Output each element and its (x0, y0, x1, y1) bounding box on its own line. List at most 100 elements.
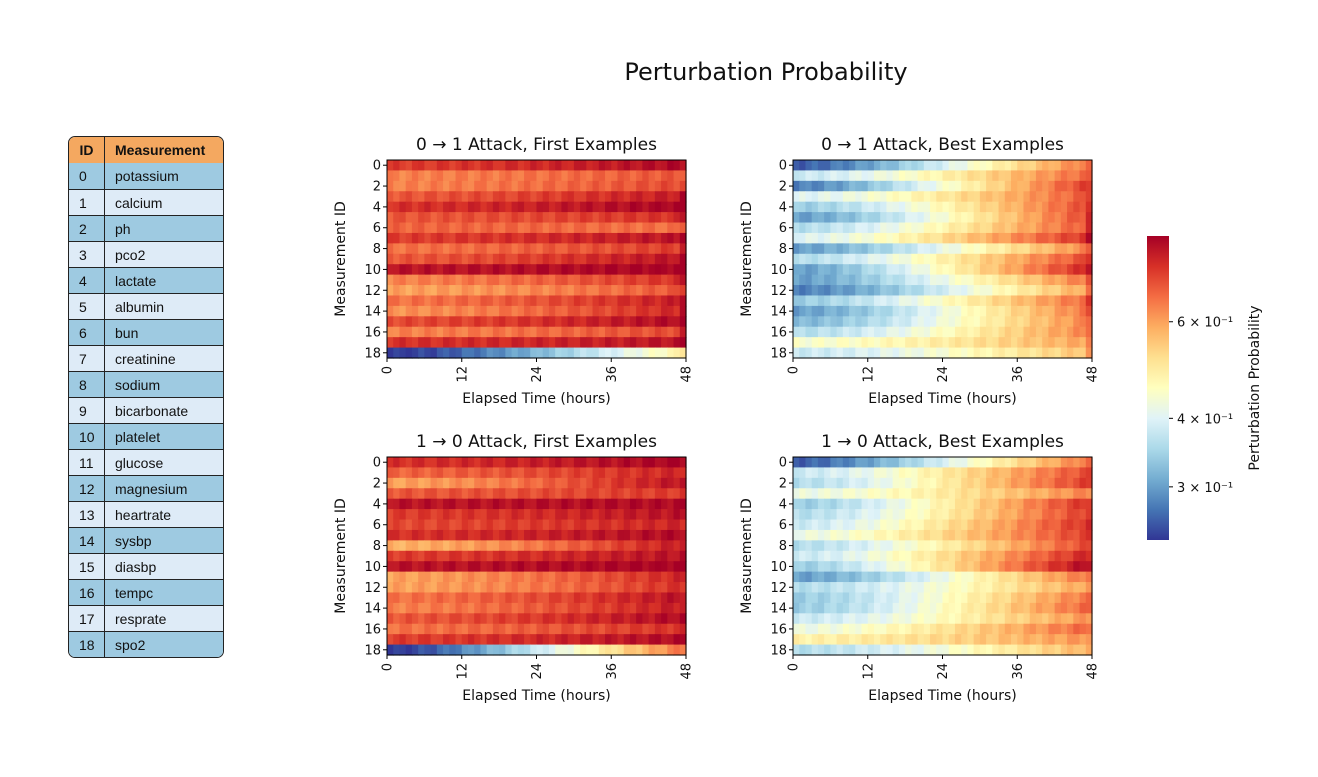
heatmap-cell (629, 212, 637, 224)
heatmap-cell (917, 285, 925, 297)
heatmap-cell (898, 613, 906, 625)
heatmap-cell (1079, 191, 1087, 203)
heatmap-cell (461, 305, 469, 317)
heatmap-cell (654, 571, 662, 583)
heatmap-cell (886, 467, 894, 479)
heatmap-cell (548, 613, 556, 625)
heatmap-cell (611, 477, 619, 489)
heatmap-cell (954, 561, 962, 573)
heatmap-cell (567, 191, 575, 203)
heatmap-cell (511, 201, 519, 213)
heatmap-cell (905, 222, 912, 234)
heatmap-cell (667, 644, 675, 656)
heatmap-cell (861, 509, 869, 521)
heatmap-cell (555, 498, 563, 510)
heatmap-cell (998, 212, 1006, 224)
heatmap-cell (499, 519, 506, 531)
heatmap-cell (973, 644, 981, 656)
heatmap-cell (954, 550, 962, 562)
heatmap-cell (923, 170, 931, 182)
heatmap-cell (393, 550, 401, 562)
heatmap-cell (1073, 285, 1081, 297)
heatmap-cell (561, 264, 569, 276)
heatmap-cell (673, 582, 681, 594)
heatmap-cell (418, 201, 425, 213)
heatmap-cell (405, 634, 413, 646)
heatmap-cell (793, 326, 800, 338)
heatmap-cell (611, 222, 619, 234)
heatmap-cell (1011, 623, 1018, 635)
heatmap-cell (1073, 571, 1081, 583)
heatmap-cell (830, 477, 838, 489)
heatmap-cell (505, 316, 513, 328)
heatmap-cell (467, 253, 475, 265)
heatmap-cell (930, 561, 937, 573)
heatmap-cell (555, 232, 563, 244)
heatmap-cell (973, 212, 981, 224)
heatmap-cell (1011, 592, 1018, 604)
heatmap-cell (399, 201, 407, 213)
heatmap-cell (1004, 212, 1012, 224)
heatmap-cell (948, 295, 956, 307)
heatmap-cell (824, 337, 831, 349)
heatmap-cell (898, 347, 906, 359)
heatmap-cell (861, 243, 869, 255)
heatmap-cell (387, 191, 394, 203)
heatmap-cell (648, 571, 656, 583)
heatmap-cell (511, 160, 519, 172)
heatmap-cell (449, 550, 457, 562)
heatmap-cell (667, 592, 675, 604)
heatmap-cell (449, 644, 457, 656)
heatmap-cell (1029, 467, 1037, 479)
heatmap-cell (1017, 519, 1025, 531)
heatmap-cell (892, 467, 900, 479)
heatmap-cell (1067, 582, 1074, 594)
heatmap-cell (443, 623, 450, 635)
heatmap-cell (636, 634, 643, 646)
heatmap-cell (399, 264, 407, 276)
heatmap-cell (855, 212, 863, 224)
heatmap-cell (793, 582, 800, 594)
heatmap-cell (661, 160, 668, 172)
heatmap-cell (1004, 243, 1012, 255)
heatmap-cell (1029, 212, 1037, 224)
heatmap-cell (886, 509, 894, 521)
heatmap-cell (886, 295, 894, 307)
heatmap-cell (873, 498, 881, 510)
heatmap-cell (605, 347, 612, 359)
heatmap-cell (580, 561, 587, 573)
heatmap-cell (636, 222, 643, 234)
heatmap-cell (542, 561, 550, 573)
heatmap-cell (805, 305, 813, 317)
heatmap-cell (1085, 337, 1093, 349)
heatmap-cell (817, 326, 825, 338)
heatmap-cell (393, 509, 401, 521)
heatmap-cell (567, 232, 575, 244)
heatmap-cell (1029, 602, 1037, 614)
heatmap-cell (580, 347, 587, 359)
heatmap-cell (480, 285, 488, 297)
colorbar-tick-label: 4 × 10⁻¹ (1177, 412, 1233, 427)
heatmap-cell (511, 285, 519, 297)
heatmap-cell (443, 477, 450, 489)
heatmap-cell (474, 180, 482, 192)
heatmap-cell (817, 347, 825, 359)
heatmap-cell (1079, 457, 1087, 469)
heatmap-cell (842, 170, 850, 182)
heatmap-cell (580, 488, 587, 500)
heatmap-cell (824, 295, 831, 307)
heatmap-cell (799, 222, 807, 234)
heatmap-cell (855, 509, 863, 521)
heatmap-cell (418, 602, 425, 614)
heatmap-cell (524, 326, 531, 338)
heatmap-cell (524, 644, 531, 656)
heatmap-cell (1023, 347, 1031, 359)
heatmap-cell (430, 326, 438, 338)
heatmap-cell (405, 170, 413, 182)
heatmap-cell (948, 457, 956, 469)
heatmap-cell (598, 212, 606, 224)
heatmap-cell (499, 509, 506, 521)
heatmap-cell (405, 253, 413, 265)
heatmap-cell (611, 571, 619, 583)
heatmap-cell (836, 550, 844, 562)
